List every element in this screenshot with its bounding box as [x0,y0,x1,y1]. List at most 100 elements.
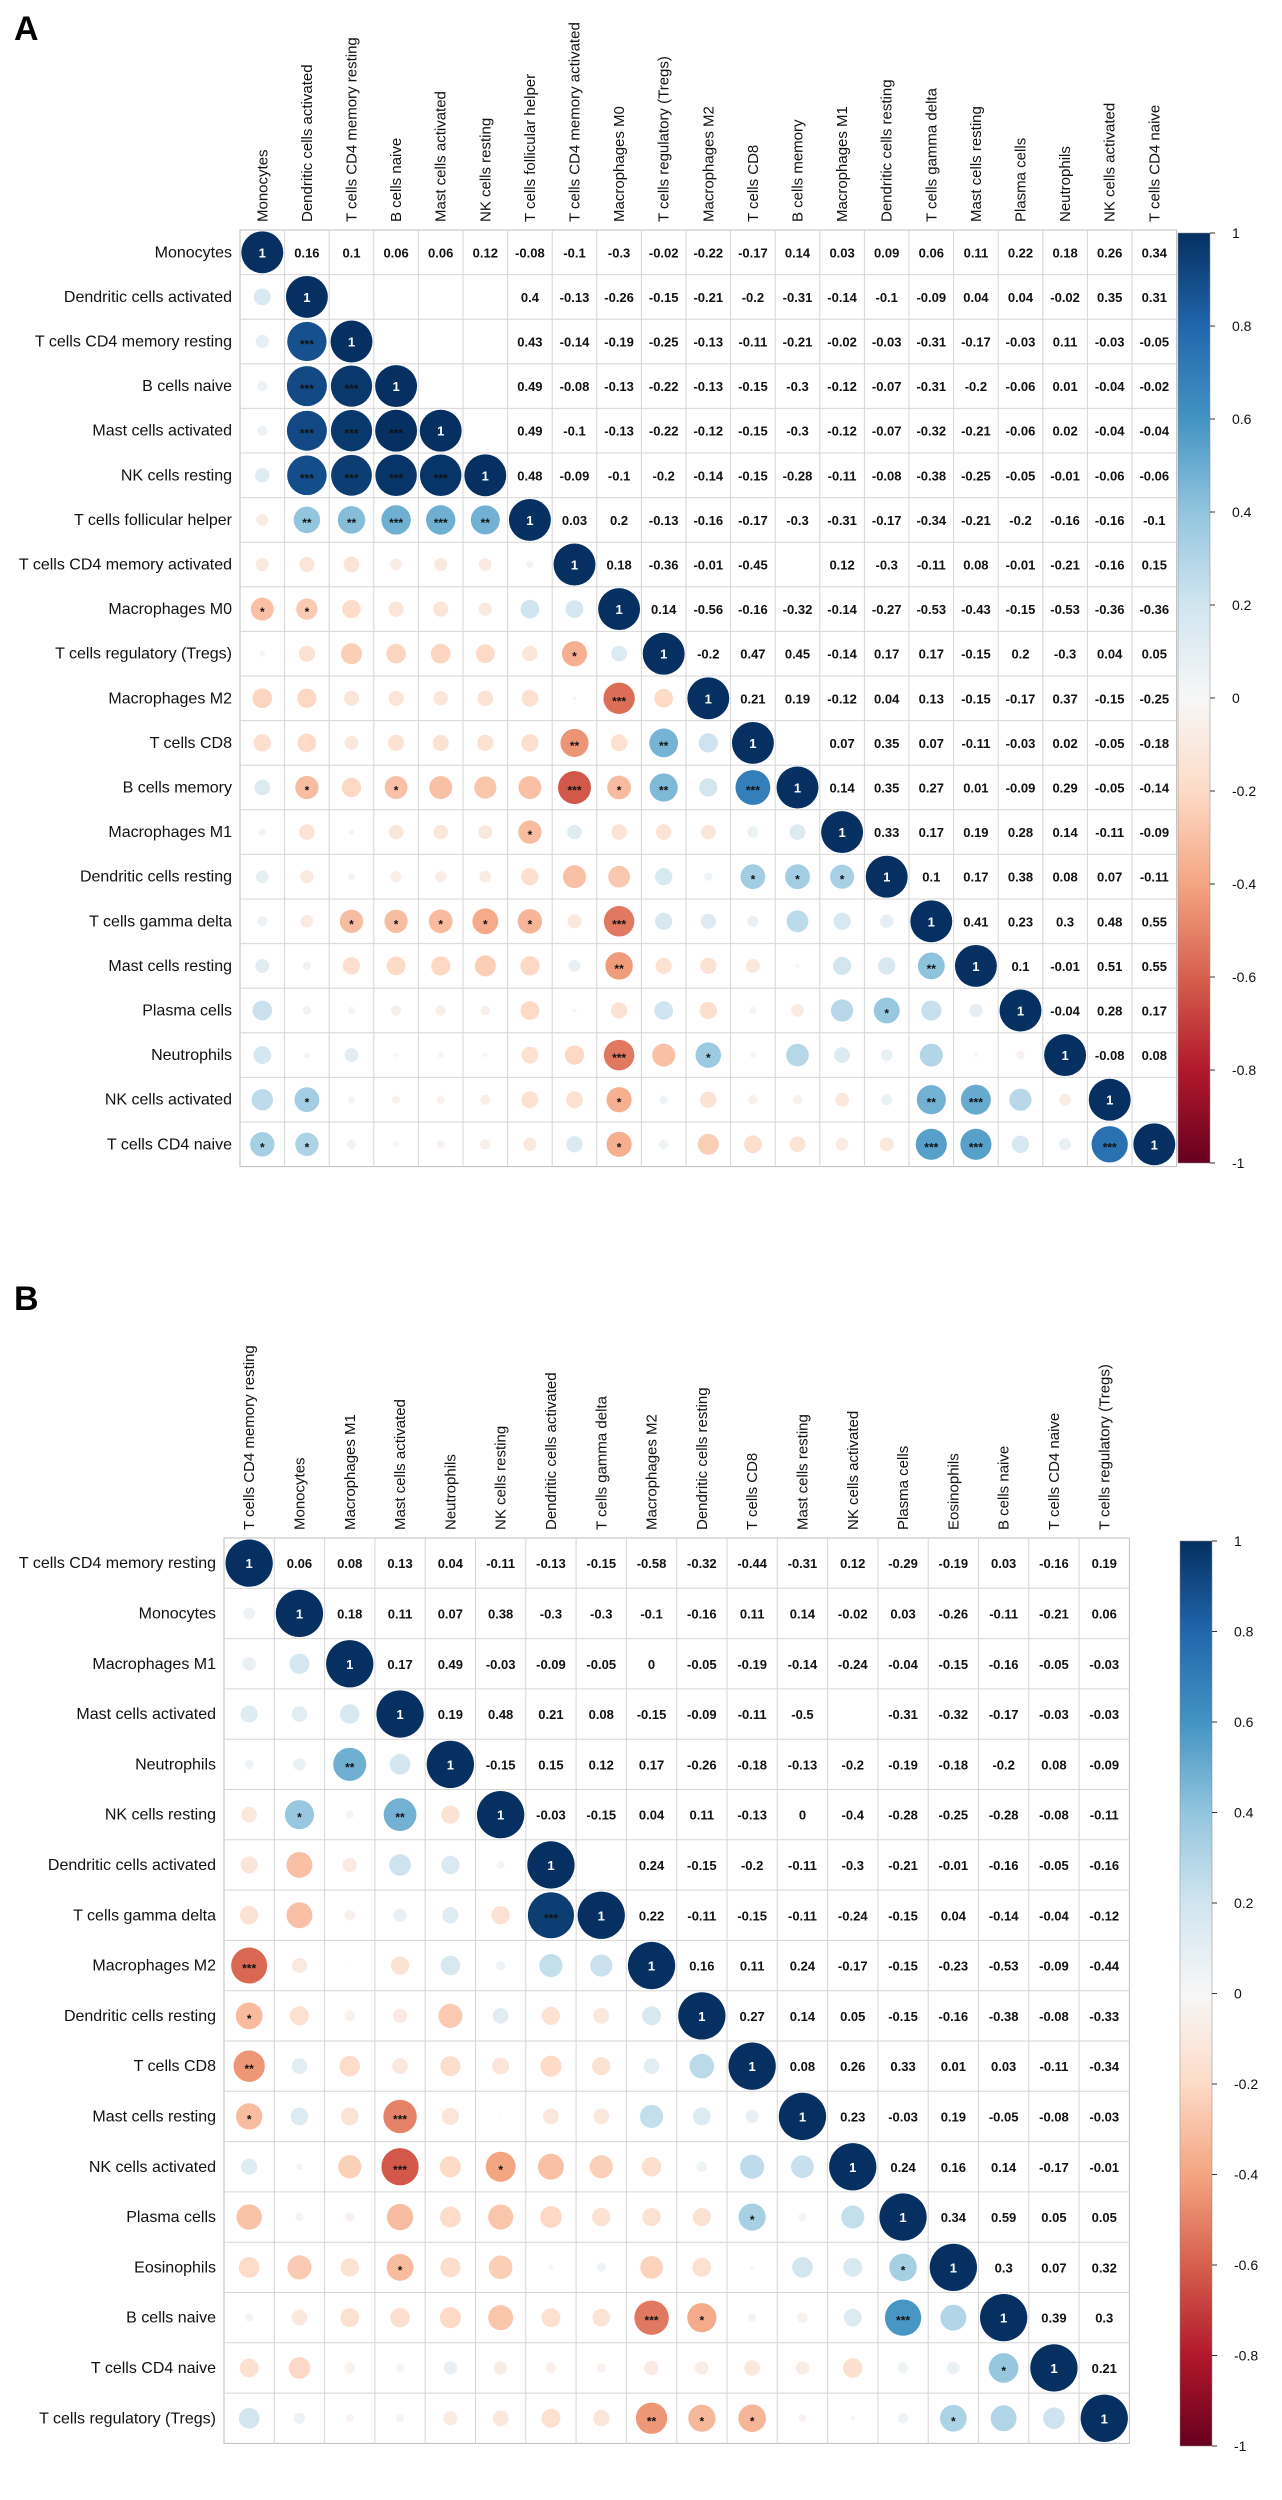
panel-b-coef-label: -0.11 [486,1556,515,1571]
panel-b-corr-circle [748,2313,757,2322]
panel-b-significance-stars: *** [645,2314,659,2328]
panel-b-coef-label: -0.03 [1089,1657,1119,1672]
panel-a-corr-circle [330,410,373,452]
panel-a-corr-circle [520,1001,540,1020]
panel-a-coef-label: -0.17 [738,245,768,260]
panel-a-coef-label: -0.14 [827,290,857,305]
panel-a-coef-label: 0.33 [874,825,899,840]
panel-b-coef-label: -0.17 [1039,2160,1069,2175]
panel-b-corr-circle [879,2193,927,2241]
panel-b-coef-label: 0.3 [995,2260,1013,2275]
panel-a-corr-circle [287,455,327,496]
panel-a-coef-label: 0.55 [1142,914,1167,929]
panel-a-corr-circle [391,1095,401,1104]
panel-a-coef-label: 0.91 [428,290,453,305]
panel-b-significance-stars: * [750,2414,755,2428]
panel-a-corr-circle [747,915,759,927]
panel-b-coef-label: 0.34 [941,2210,967,2225]
panel-a-coef-label: 0.07 [829,736,854,751]
panel-a-corr-circle [253,734,271,752]
panel-b-corr-circle [291,1958,307,1974]
panel-a-coef-label: 1 [348,335,355,350]
panel-a-corr-circle [480,1094,491,1105]
panel-a-corr-circle [830,864,855,889]
panel-a-corr-circle [375,409,418,452]
panel-a-coef-label: 0.16 [294,245,319,260]
panel-a-coef-label: 0.97 [428,335,453,350]
panel-a-coef-label: 0.02 [1052,736,1077,751]
panel-a-column-label: T cells CD4 memory activated [567,22,584,222]
panel-a-corr-circle [475,644,495,664]
panel-b-corr-circle [843,2358,863,2378]
panel-b-coef-label: 0.24 [639,1858,665,1873]
panel-b-coef-label: -0.53 [989,1959,1019,1974]
panel-b-coef-label: -0.44 [1089,1959,1119,1974]
panel-b-corr-circle [245,2313,254,2322]
panel-b-coef-label: -0.03 [888,2109,918,2124]
panel-a-coef-label: 0.31 [1142,290,1167,305]
panel-a-significance-stars: ** [347,516,357,530]
panel-a-coef-label: 0.17 [1142,1004,1167,1019]
panel-a-corr-circle [553,543,596,586]
panel-b-coef-label: -0.29 [888,1556,918,1571]
panel-a-coef-label: -0.3 [875,558,897,573]
panel-a-corr-circle [384,909,408,933]
panel-b-row-label: Mast cells activated [76,1706,216,1723]
panel-a-corr-circle [302,961,312,971]
panel-b-coef-label: -0.18 [737,1757,767,1772]
panel-a-significance-stars: * [305,1140,310,1154]
panel-a-coef-label: -0.08 [560,379,590,394]
panel-a-coef-label: 1 [660,647,667,662]
panel-b-corr-circle [738,2404,766,2433]
panel-a-corr-circle [252,1000,273,1021]
panel-b-corr-circle [441,1805,460,1824]
panel-a-coef-label: -0.32 [916,424,946,439]
panel-a-colorbar-tick-label: 0.4 [1232,504,1252,520]
panel-a-coef-label: 1 [571,558,578,573]
panel-a-column-label: Mast cells activated [433,91,450,222]
panel-a-coef-label: 0.11 [1053,335,1078,350]
panel-a-coef-label: -0.36 [1095,602,1125,617]
panel-b-coef-label: -0.33 [1089,2009,1119,2024]
panel-b-coef-label: -0.11 [1090,1808,1119,1823]
panel-a-coef-label: 1 [1061,1048,1068,1063]
panel-a-corr-circle [557,770,592,805]
panel-a-corr-circle [654,688,674,708]
panel-b-corr-circle [383,2099,417,2134]
panel-a-corr-circle [748,1095,758,1105]
panel-a-letter: A [14,10,39,48]
panel-b-corr-circle [797,2312,808,2323]
panel-a-coef-label: -0.1 [875,290,897,305]
panel-a-coef-label: 0.03 [829,245,854,260]
panel-a-coef-label: 0.49 [517,379,542,394]
panel-a-corr-circle [566,1091,583,1109]
panel-b-corr-circle [540,2206,562,2228]
panel-a-corr-circle [303,1052,310,1059]
panel-a-corr-circle [472,908,499,935]
panel-a-coef-label: 0.37 [1052,691,1077,706]
panel-b-coef-label: 1 [799,2109,806,2124]
panel-b-significance-stars: *** [393,2163,407,2177]
panel-a-corr-circle [610,1002,628,1019]
panel-b-corr-circle [440,2206,461,2228]
panel-b-row-label: Monocytes [139,1605,216,1622]
panel-a-corr-circle [915,1128,947,1160]
panel-a-coef-label: 1 [1106,1093,1113,1108]
panel-a-coef-label: -0.17 [738,513,768,528]
panel-a-coef-label: -0.32 [783,602,813,617]
panel-a-coef-label: -0.12 [827,424,857,439]
panel-a-colorbar-tick-label: -1 [1232,1155,1245,1171]
panel-b-column-label: Macrophages M1 [342,1414,359,1530]
panel-b-colorbar-tick-label: 1 [1234,1533,1242,1549]
panel-a-coef-label: -0.01 [1050,468,1080,483]
panel-b-colorbar-tick-label: -0.8 [1234,2348,1258,2364]
panel-a-coef-label: -0.27 [872,602,902,617]
panel-a-coef-label: 0.28 [1008,825,1033,840]
panel-b-corr-circle [738,2203,766,2231]
panel-a-coef-label: 0.91 [383,290,408,305]
panel-a-corr-circle [433,691,448,706]
panel-b-corr-circle [296,2163,303,2171]
panel-a-corr-circle [241,231,284,274]
panel-b-coef-label: 1 [246,1556,253,1571]
panel-b-column-label: Plasma cells [895,1446,912,1530]
